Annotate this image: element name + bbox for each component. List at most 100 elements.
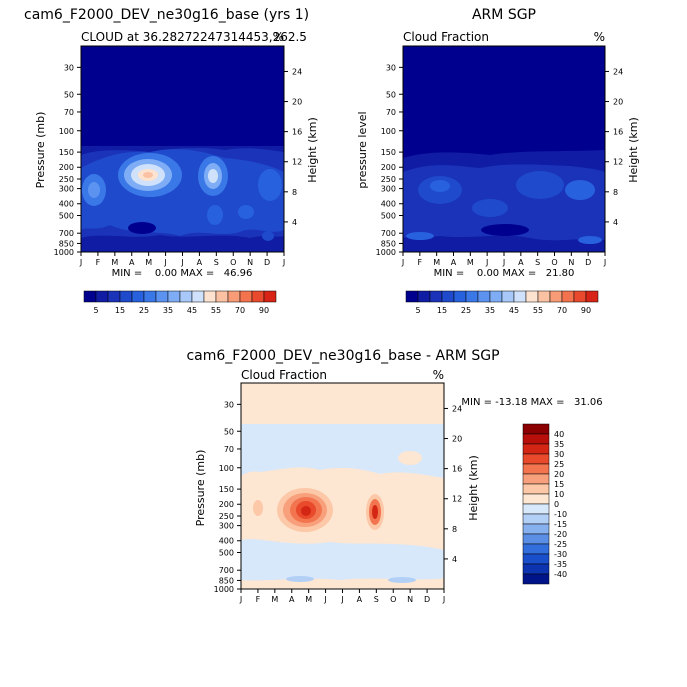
colorbar-swatch <box>155 290 169 303</box>
colorbar-swatch <box>522 453 550 465</box>
ytick-label: 400 <box>219 537 234 546</box>
colorbar-label: 25 <box>554 460 564 469</box>
colorbar-label: -25 <box>554 540 567 549</box>
panel-3-minmax: MIN = -13.18 MAX = 31.06 <box>461 397 602 408</box>
colorbar-swatch <box>522 473 550 485</box>
ytick-right-label: 4 <box>292 218 297 227</box>
ytick-label: 500 <box>219 549 234 558</box>
colorbar-swatch <box>525 290 539 303</box>
colorbar-swatch <box>441 290 455 303</box>
panel-2-minmax: MIN = 0.00 MAX = 21.80 <box>434 268 575 279</box>
colorbar-swatch <box>522 543 550 555</box>
xtick-label: M <box>271 595 278 604</box>
ytick-label: 250 <box>219 512 234 521</box>
ytick-label: 50 <box>224 427 234 436</box>
colorbar-label: 45 <box>187 306 197 315</box>
colorbar-swatch <box>191 290 205 303</box>
ytick-label: 300 <box>219 522 234 531</box>
colorbar-swatch <box>203 290 217 303</box>
ytick-label: 850 <box>219 576 234 585</box>
xtick-label: F <box>418 258 423 267</box>
colorbar-label: 25 <box>461 306 471 315</box>
ytick-right-label: 24 <box>292 67 302 76</box>
xtick-label: M <box>145 258 152 267</box>
ytick-right-label: 20 <box>292 98 302 107</box>
colorbar-label: 15 <box>437 306 447 315</box>
colorbar-swatch <box>513 290 527 303</box>
colorbar-swatch <box>405 290 419 303</box>
xtick-label: N <box>247 258 253 267</box>
panel-2-units: % <box>594 30 605 44</box>
xtick-label: M <box>433 258 440 267</box>
panel-1-field <box>81 46 284 252</box>
panel-2-subtitle: Cloud Fraction <box>403 30 489 44</box>
xtick-label: J <box>603 258 606 267</box>
panel-3-units: % <box>433 368 444 382</box>
xtick-label: F <box>256 595 261 604</box>
panel-3-peak-a-max <box>301 506 311 516</box>
ytick-right-label: 24 <box>452 404 462 413</box>
colorbar-label: 40 <box>554 430 564 439</box>
ytick-label: 850 <box>59 239 74 248</box>
ytick-right-label: 12 <box>452 495 462 504</box>
ytick-right-label: 20 <box>613 98 623 107</box>
colorbar-swatch <box>239 290 253 303</box>
ytick-label: 400 <box>381 200 396 209</box>
colorbar-label: 10 <box>554 490 564 499</box>
panel-2-blob-a-core <box>430 180 450 192</box>
colorbar-swatch <box>489 290 503 303</box>
xtick-label: A <box>518 258 524 267</box>
ytick-label: 300 <box>381 185 396 194</box>
colorbar-label: 70 <box>235 306 245 315</box>
ytick-right-label: 8 <box>292 188 297 197</box>
panel-2-ylabel: pressure level <box>356 111 369 188</box>
panel-2-dry-pocket <box>481 224 529 236</box>
ytick-label: 1000 <box>376 248 396 257</box>
colorbar-swatch <box>549 290 563 303</box>
colorbar-swatch <box>522 433 550 445</box>
xtick-label: O <box>230 258 236 267</box>
ytick-label: 70 <box>64 108 74 117</box>
ytick-label: 70 <box>224 445 234 454</box>
ytick-label: 150 <box>219 485 234 494</box>
panel-1-blob-a-peak <box>143 172 153 178</box>
ytick-label: 30 <box>224 400 234 409</box>
xtick-label: F <box>96 258 101 267</box>
panel-2-ylabel-right: Height (km) <box>627 117 640 183</box>
xtick-label: J <box>163 258 166 267</box>
ytick-label: 100 <box>381 127 396 136</box>
ytick-right-label: 4 <box>452 555 457 564</box>
panel-1-ylabel-right: Height (km) <box>306 117 319 183</box>
ytick-label: 700 <box>381 229 396 238</box>
xtick-label: M <box>111 258 118 267</box>
colorbar-label: -35 <box>554 560 567 569</box>
ytick-right-label: 16 <box>292 128 302 137</box>
panel-3-upper-positive <box>398 451 422 465</box>
xtick-label: D <box>424 595 430 604</box>
xtick-label: J <box>340 595 343 604</box>
colorbar-swatch <box>453 290 467 303</box>
colorbar-swatch <box>522 573 550 585</box>
colorbar-swatch <box>522 563 550 575</box>
colorbar-label: -15 <box>554 520 567 529</box>
colorbar-swatch <box>522 533 550 545</box>
panel-1-lower-dry <box>128 222 156 234</box>
colorbar-swatch <box>477 290 491 303</box>
ytick-label: 1000 <box>214 585 234 594</box>
panel-1-subtitle: CLOUD at 36.28272247314453,262.5 <box>81 30 307 44</box>
colorbar-label: 90 <box>581 306 591 315</box>
ytick-label: 500 <box>381 212 396 221</box>
colorbar-swatch <box>429 290 443 303</box>
ytick-right-label: 8 <box>613 188 618 197</box>
panel-2-colorbar: 5 15 25 35 45 55 70 90 <box>405 290 599 315</box>
colorbar-label: 35 <box>485 306 495 315</box>
ytick-right-label: 24 <box>613 67 623 76</box>
panel-3-negative-upper <box>241 424 444 478</box>
panel-2-surface-layer <box>403 244 605 252</box>
panel-2-low-blob-a <box>406 232 434 240</box>
colorbar-label: 35 <box>163 306 173 315</box>
panel-3-negative-lower <box>241 539 444 581</box>
colorbar-swatch <box>537 290 551 303</box>
